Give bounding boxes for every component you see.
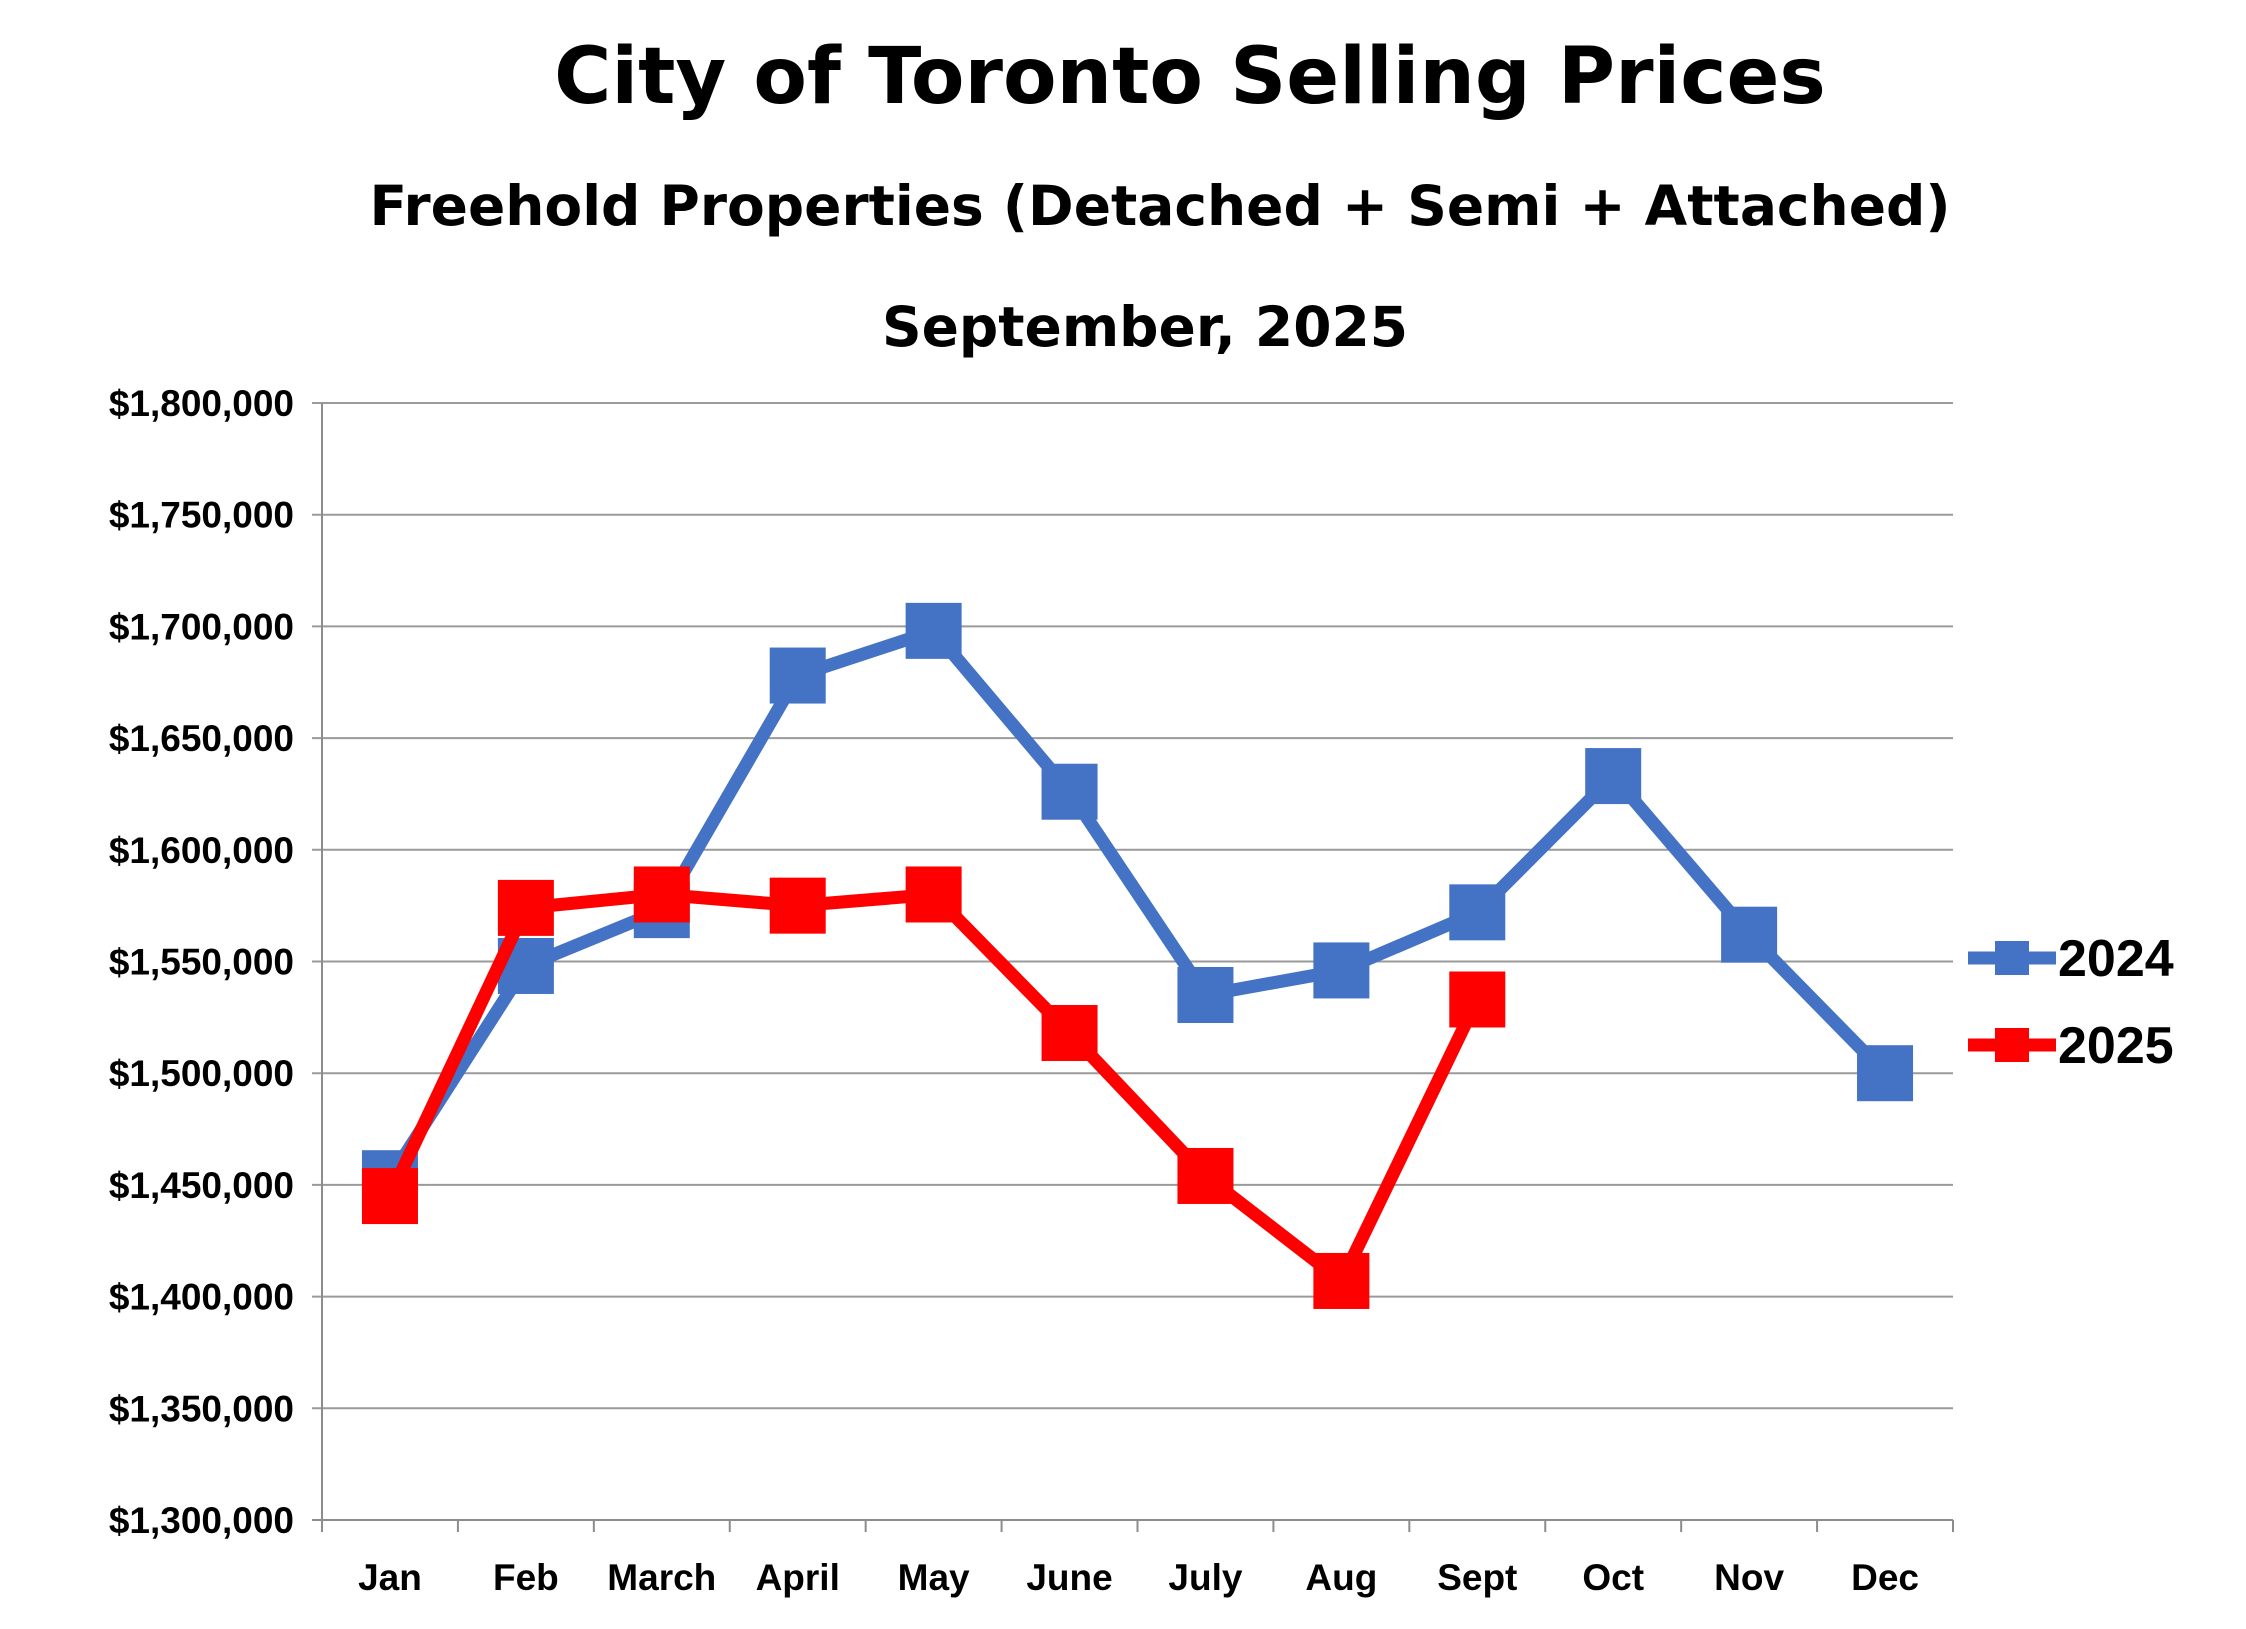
y-tick-label: $1,350,000 [109,1388,294,1429]
legend-entry: 2024 [1968,930,2174,988]
x-tick-label: Sept [1437,1557,1517,1598]
legend: 2024 2025 [1968,930,2174,1075]
legend-entry: 2025 [1968,1017,2174,1075]
data-point [769,877,826,934]
data-point [1721,906,1778,963]
chart-subtitle: Freehold Properties (Detached + Semi + A… [369,174,1950,238]
data-point [1313,942,1370,999]
x-tick-label: Jan [358,1557,422,1598]
chart-title: City of Toronto Selling Prices [554,32,1826,122]
x-tick-label: April [756,1557,840,1598]
y-tick-label: $1,650,000 [109,718,294,759]
x-tick-label: Nov [1714,1557,1784,1598]
x-tick-label: Aug [1305,1557,1377,1598]
data-point [1313,1252,1370,1309]
series-2025 [361,866,1506,1309]
y-tick-label: $1,400,000 [109,1277,294,1318]
legend-marker [1995,941,2029,975]
legend-label: 2025 [2058,1017,2174,1075]
y-axis-ticks: $1,300,000 $1,350,000 $1,400,000 $1,450,000… [109,383,294,1541]
x-tick-label: March [607,1557,716,1598]
y-tick-label: $1,600,000 [109,830,294,871]
data-point [1041,1004,1098,1061]
data-point [1449,971,1506,1028]
data-point [769,647,826,704]
y-tick-label: $1,500,000 [109,1053,294,1094]
x-axis-ticks: Jan Feb March April May June July Aug Sept Oct Nov… [358,1557,1919,1598]
data-point [1177,967,1234,1024]
gridlines [312,402,1953,1521]
y-tick-label: $1,700,000 [109,606,294,647]
x-tick-label: June [1026,1557,1112,1598]
x-tick-label: Oct [1582,1557,1644,1598]
x-tick-label: May [898,1557,970,1598]
series [361,602,1914,1309]
data-point [905,866,962,923]
y-tick-label: $1,550,000 [109,942,294,983]
data-point [1857,1045,1914,1102]
data-point [361,1168,418,1225]
y-tick-label: $1,750,000 [109,495,294,536]
x-tick-label: Feb [493,1557,559,1598]
data-point [633,866,690,923]
data-point [1041,763,1098,820]
y-tick-label: $1,800,000 [109,383,294,424]
chart-period: September, 2025 [882,295,1408,359]
axes [321,403,1954,1532]
data-point [1585,748,1642,805]
x-tick-label: Dec [1851,1557,1919,1598]
x-tick-label: July [1168,1557,1242,1598]
legend-label: 2024 [2058,930,2174,988]
legend-marker [1995,1028,2029,1062]
y-tick-label: $1,300,000 [109,1500,294,1541]
data-point [1449,884,1506,941]
data-point [1177,1147,1234,1204]
data-point [497,879,554,936]
data-point [905,602,962,659]
y-tick-label: $1,450,000 [109,1165,294,1206]
